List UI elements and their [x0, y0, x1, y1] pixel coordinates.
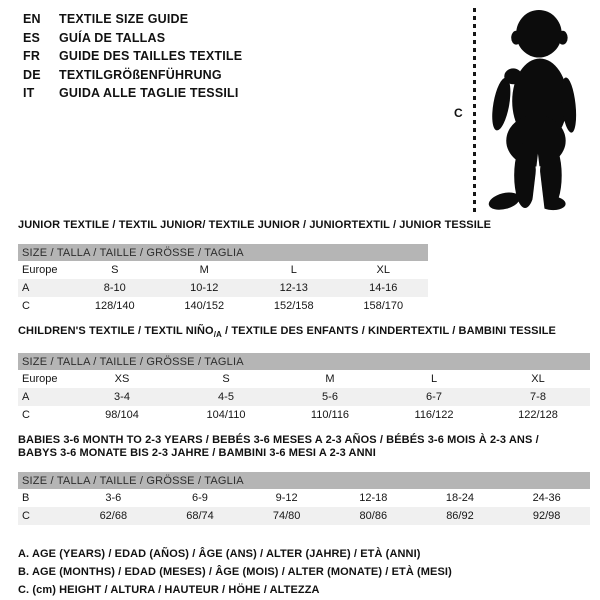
- size-cell: XL: [531, 373, 545, 386]
- row-label: B: [22, 492, 30, 505]
- row-label: A: [18, 279, 70, 297]
- size-cell: 80/86: [329, 507, 417, 526]
- table-row: A 8-10 10-12 12-13 14-16: [18, 279, 428, 297]
- legend-notes: A. AGE (YEARS) / EDAD (AÑOS) / ÂGE (ANS)…: [18, 545, 600, 599]
- lang-row-en: EN TEXTILE SIZE GUIDE: [23, 10, 242, 29]
- size-cell: 9-12: [275, 492, 298, 505]
- junior-section-title: JUNIOR TEXTILE / TEXTIL JUNIOR/ TEXTILE …: [18, 219, 492, 231]
- children-title-sub: /A: [213, 330, 222, 340]
- lang-code: DE: [23, 67, 41, 82]
- children-section-title: CHILDREN'S TEXTILE / TEXTIL NIÑO/A / TEX…: [18, 325, 600, 341]
- row-label: Europe: [22, 264, 58, 276]
- lang-title: GUIDE DES TAILLES TEXTILE: [59, 49, 243, 63]
- lang-row-es: ES GUÍA DE TALLAS: [23, 29, 242, 48]
- lang-title: TEXTILGRÖßENFÜHRUNG: [59, 67, 222, 82]
- table-row: C 128/140 140/152 152/158 158/170: [18, 297, 428, 315]
- legend-note-c: C. (cm) HEIGHT / ALTURA / HAUTEUR / HÖHE…: [18, 584, 320, 597]
- size-cell: 3-6: [105, 492, 122, 505]
- size-bar: SIZE / TALLA / TAILLE / GRÖSSE / TAGLIA: [18, 244, 428, 261]
- height-measure-dashed-line: [473, 8, 476, 212]
- language-title-list: EN TEXTILE SIZE GUIDE ES GUÍA DE TALLAS …: [23, 10, 242, 103]
- size-cell: 140/152: [184, 300, 225, 312]
- size-cell: 104/110: [206, 409, 246, 422]
- children-title-post: / TEXTILE DES ENFANTS / KINDERTEXTIL / B…: [221, 325, 556, 337]
- babies-section-title: BABIES 3-6 MONTH TO 2-3 YEARS / BEBÉS 3-…: [18, 434, 600, 460]
- size-cell: 18-24: [445, 492, 475, 505]
- size-cell: 110/116: [310, 409, 350, 422]
- size-cell: 86/92: [416, 507, 504, 526]
- size-cell: 98/104: [105, 409, 139, 422]
- children-title-pre: CHILDREN'S TEXTILE / TEXTIL NIÑO: [18, 325, 214, 337]
- size-cell: 62/68: [70, 507, 157, 526]
- lang-title: TEXTILE SIZE GUIDE: [59, 12, 189, 26]
- size-cell: 10-12: [159, 279, 249, 297]
- size-cell: S: [222, 373, 230, 386]
- size-cell: 4-5: [174, 388, 278, 407]
- row-label: C: [18, 507, 70, 526]
- lang-code: FR: [23, 49, 41, 63]
- size-cell: 3-4: [70, 388, 174, 407]
- size-cell: M: [325, 373, 335, 386]
- lang-row-de: DE TEXTILGRÖßENFÜHRUNG: [23, 66, 242, 85]
- junior-size-table: SIZE / TALLA / TAILLE / GRÖSSE / TAGLIA …: [18, 244, 428, 315]
- size-cell: 116/122: [414, 409, 454, 422]
- size-cell: 24-36: [532, 492, 561, 505]
- size-cell: 6-9: [192, 492, 208, 505]
- size-cell: 7-8: [486, 388, 590, 407]
- lang-row-it: IT GUIDA ALLE TAGLIE TESSILI: [23, 84, 242, 103]
- size-cell: XS: [114, 373, 130, 386]
- row-label: C: [22, 300, 30, 312]
- size-bar: SIZE / TALLA / TAILLE / GRÖSSE / TAGLIA: [18, 472, 590, 490]
- size-cell: 5-6: [278, 388, 382, 407]
- size-cell: 128/140: [94, 300, 135, 312]
- lang-code: ES: [23, 30, 41, 45]
- size-cell: 122/128: [518, 409, 558, 422]
- row-label: C: [22, 409, 30, 422]
- size-cell: 12-13: [249, 279, 339, 297]
- size-cell: L: [430, 373, 438, 386]
- table-row: Europe S M L XL: [18, 261, 428, 279]
- babies-title-line1: BABIES 3-6 MONTH TO 2-3 YEARS / BEBÉS 3-…: [18, 434, 539, 447]
- babies-size-table: SIZE / TALLA / TAILLE / GRÖSSE / TAGLIA …: [18, 472, 590, 526]
- size-cell: 6-7: [382, 388, 486, 407]
- lang-title: GUÍA DE TALLAS: [59, 30, 166, 45]
- size-bar: SIZE / TALLA / TAILLE / GRÖSSE / TAGLIA: [18, 353, 590, 371]
- legend-note-b: B. AGE (MONTHS) / EDAD (MESES) / ÂGE (MO…: [18, 566, 452, 579]
- size-cell: 158/170: [363, 300, 404, 312]
- row-label: A: [18, 388, 70, 407]
- lang-code: IT: [23, 86, 35, 100]
- height-figure: C: [440, 0, 600, 212]
- row-label: Europe: [22, 373, 58, 386]
- table-row: Europe XS S M L XL: [18, 370, 590, 388]
- size-cell: XL: [376, 264, 390, 276]
- size-cell: M: [199, 264, 209, 276]
- table-row: C 62/68 68/74 74/80 80/86 86/92 92/98: [18, 507, 590, 526]
- size-cell: 14-16: [338, 279, 428, 297]
- size-cell: 8-10: [70, 279, 160, 297]
- size-cell: 12-18: [359, 492, 388, 505]
- babies-title-line2: BABYS 3-6 MONATE BIS 2-3 JAHRE / BAMBINI…: [18, 447, 376, 460]
- size-cell: 74/80: [243, 507, 330, 526]
- size-cell: 68/74: [156, 507, 244, 526]
- lang-row-fr: FR GUIDE DES TAILLES TEXTILE: [23, 47, 242, 66]
- height-measure-label: C: [454, 106, 463, 120]
- size-cell: 152/158: [273, 300, 314, 312]
- lang-title: GUIDA ALLE TAGLIE TESSILI: [59, 86, 239, 100]
- table-row: B 3-6 6-9 9-12 12-18 18-24 24-36: [18, 489, 590, 507]
- size-cell: 92/98: [503, 507, 590, 526]
- children-size-table: SIZE / TALLA / TAILLE / GRÖSSE / TAGLIA …: [18, 353, 590, 424]
- legend-note-a: A. AGE (YEARS) / EDAD (AÑOS) / ÂGE (ANS)…: [18, 548, 421, 561]
- header: EN TEXTILE SIZE GUIDE ES GUÍA DE TALLAS …: [0, 0, 600, 212]
- lang-code: EN: [23, 12, 41, 26]
- table-row: A 3-4 4-5 5-6 6-7 7-8: [18, 388, 590, 407]
- size-cell: L: [290, 264, 297, 276]
- toddler-silhouette-icon: [488, 9, 577, 212]
- size-cell: S: [111, 264, 119, 276]
- table-row: C 98/104 104/110 110/116 116/122 122/128: [18, 406, 590, 424]
